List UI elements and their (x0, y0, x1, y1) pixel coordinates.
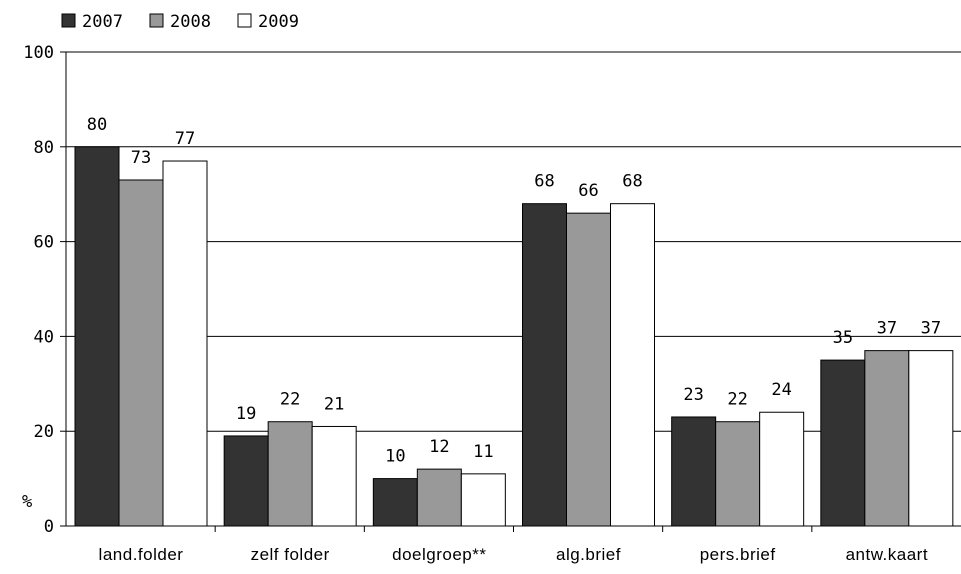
data-label: 24 (771, 380, 791, 400)
x-tick-label: alg.brief (556, 545, 621, 564)
bar-2007-alg-brief (522, 203, 567, 527)
bars (74, 146, 954, 527)
legend-label-2009: 2009 (258, 12, 299, 32)
bar-2007-antw-kaart (820, 359, 866, 527)
gridlines (66, 51, 961, 432)
data-label: 19 (236, 404, 256, 424)
bar-2007-doelgroep- (372, 478, 418, 527)
x-tick-label: land.folder (99, 545, 184, 564)
y-tick-label: 20 (34, 422, 54, 442)
data-label: 73 (131, 148, 151, 168)
y-axis-label: % (22, 492, 32, 512)
bar-2008-doelgroep- (416, 468, 462, 527)
y-tick-label: 40 (34, 327, 54, 347)
bar-2008-land-folder (118, 179, 164, 527)
legend-swatch-2007 (61, 13, 76, 28)
bar-2007-pers-brief (671, 416, 717, 527)
data-label: 23 (683, 385, 703, 405)
bar-2008-pers-brief (715, 421, 761, 527)
data-label: 22 (727, 390, 747, 410)
data-label: 12 (429, 437, 449, 457)
bar-2007-zelf-folder (223, 435, 269, 527)
legend: 2007 2008 2009 (61, 12, 299, 32)
bar-2007-land-folder (74, 146, 120, 527)
data-label: 80 (87, 115, 107, 135)
bar-2008-antw-kaart (864, 350, 910, 527)
legend-label-2007: 2007 (82, 12, 123, 32)
x-tick-label: antw.kaart (846, 545, 929, 564)
data-label: 11 (473, 442, 493, 462)
data-label: 35 (833, 328, 853, 348)
y-tick-label: 0 (44, 517, 54, 537)
data-label: 10 (385, 447, 405, 467)
bar-2009-zelf-folder (311, 425, 357, 527)
legend-swatch-2008 (149, 13, 164, 28)
y-tick-label: 60 (34, 233, 54, 253)
x-tick-label: pers.brief (700, 545, 776, 564)
x-tick-label: doelgroep** (392, 545, 486, 564)
y-tick-label: 80 (34, 138, 54, 158)
bar-2009-land-folder (162, 160, 208, 527)
data-label: 68 (534, 172, 554, 192)
data-label: 21 (324, 394, 344, 414)
bar-2008-zelf-folder (267, 421, 313, 527)
axes: 0 20 40 60 80 100 land.folder zelf folder doelgr… (23, 43, 961, 564)
data-label: 37 (921, 319, 941, 339)
legend-swatch-2009 (237, 13, 252, 28)
data-label: 22 (280, 390, 300, 410)
data-label: 66 (578, 181, 598, 201)
bar-2009-alg-brief (610, 203, 655, 527)
y-tick-label: 100 (23, 43, 54, 63)
data-labels: 80 73 77 19 22 21 10 12 11 68 66 68 23 22 24 35 37 37 (87, 115, 941, 467)
data-label: 77 (175, 129, 195, 149)
bar-2008-alg-brief (566, 212, 611, 527)
bar-2009-doelgroep- (460, 473, 506, 527)
x-tick-label: zelf folder (251, 545, 330, 564)
data-label: 37 (877, 319, 897, 339)
bar-2009-pers-brief (759, 411, 805, 527)
legend-label-2008: 2008 (170, 12, 211, 32)
bar-2009-antw-kaart (908, 350, 954, 527)
data-label: 68 (622, 172, 642, 192)
